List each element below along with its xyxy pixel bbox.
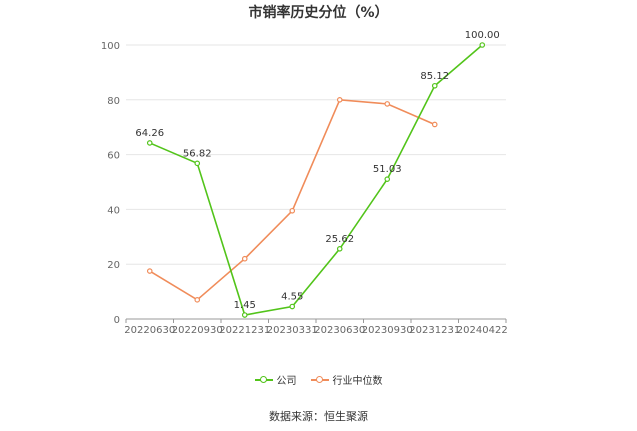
data-label-company: 56.82 [183, 148, 212, 159]
legend-dot-industry-median [315, 375, 323, 383]
x-tick-label: 20220630 [124, 325, 175, 336]
x-tick-label: 20221231 [219, 325, 270, 336]
legend-dot-company [259, 375, 267, 383]
chart-title: 市销率历史分位（%） [248, 5, 389, 21]
series-line-company [149, 44, 483, 316]
y-tick-label: 80 [107, 96, 120, 107]
data-point-company [146, 140, 153, 146]
series-line-industry-median [149, 98, 436, 301]
y-tick-label: 0 [114, 315, 120, 326]
y-tick-label: 40 [107, 205, 120, 216]
data-point-industry-median [241, 255, 248, 262]
data-point-company [384, 176, 391, 182]
data-label-company: 64.26 [135, 128, 164, 139]
data-label-company: 25.62 [325, 234, 354, 245]
data-label-company: 51.03 [373, 164, 402, 175]
data-point-industry-median [336, 97, 343, 103]
legend-label-industry-median: 行业中位数 [332, 376, 383, 387]
data-point-company [289, 303, 296, 310]
legend-swatch-company [254, 375, 273, 385]
data-point-industry-median [194, 297, 201, 303]
data-point-industry-median [146, 268, 153, 274]
x-tick-label: 20230930 [362, 325, 413, 336]
legend-swatch-industry-median [310, 375, 329, 385]
y-tick-label: 60 [107, 151, 120, 162]
x-tick-label: 20230630 [314, 325, 365, 336]
data-point-company [336, 246, 343, 252]
data-point-company [194, 160, 201, 167]
data-label-company: 1.45 [234, 300, 256, 311]
x-tick-label: 20230331 [267, 325, 318, 336]
chart-plot: 0204060801002022063020220930202212312023… [101, 30, 508, 336]
data-label-company: 4.55 [281, 292, 303, 303]
x-tick-label: 20220930 [172, 325, 223, 336]
x-tick-label: 20240422 [457, 325, 508, 336]
legend-item-industry-median[interactable]: 行业中位数 [310, 372, 383, 387]
legend-item-company[interactable]: 公司 [254, 372, 297, 387]
data-label-company: 85.12 [420, 71, 449, 82]
data-point-company [431, 82, 438, 89]
data-source-note: 数据来源：恒生聚源 [269, 410, 368, 423]
data-point-industry-median [431, 121, 438, 128]
legend-label-company: 公司 [276, 376, 297, 387]
data-point-company [479, 42, 486, 48]
data-point-industry-median [289, 207, 296, 214]
chart-legend: 公司 行业中位数 [0, 372, 637, 387]
data-label-company: 100.00 [465, 30, 500, 41]
data-point-company [241, 312, 248, 318]
y-tick-label: 20 [107, 260, 120, 271]
x-tick-label: 20231231 [409, 325, 460, 336]
y-tick-label: 100 [101, 41, 120, 52]
data-point-industry-median [384, 101, 391, 107]
